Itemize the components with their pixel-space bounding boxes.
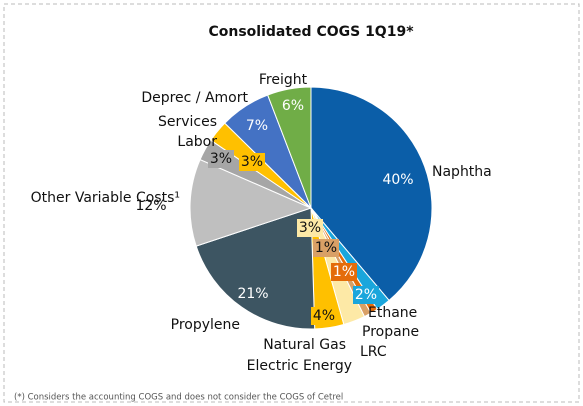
value-label-box: [331, 263, 357, 281]
category-label: Deprec / Amort: [141, 90, 248, 106]
value-label: 6%: [282, 98, 304, 114]
value-label: 2%: [355, 287, 377, 303]
value-label: 7%: [246, 118, 268, 134]
value-label: 4%: [313, 308, 335, 324]
value-label-box: [297, 219, 323, 237]
category-label: Electric Energy: [247, 358, 352, 374]
pie-slice: [189, 158, 313, 247]
value-label: 40%: [382, 172, 413, 188]
chart-title: Consolidated COGS 1Q19*: [208, 24, 414, 40]
pie-slice: [310, 86, 433, 302]
footnote: (*) Considers the accounting COGS and do…: [14, 393, 343, 403]
category-label: Naphtha: [432, 164, 492, 180]
value-label: 1%: [315, 240, 337, 256]
value-label-box: [313, 239, 339, 257]
value-label-box: [208, 150, 234, 168]
pie-slice: [267, 86, 312, 209]
value-label-box: [311, 307, 337, 325]
value-label-box: [353, 286, 379, 304]
value-label: 21%: [237, 286, 268, 302]
category-label: Ethane: [368, 305, 417, 321]
value-label: 3%: [210, 151, 232, 167]
category-label: Propane: [362, 324, 419, 340]
category-label: Labor: [177, 134, 217, 150]
category-label: Services: [158, 114, 217, 130]
pie-slice: [195, 207, 316, 330]
category-label: Freight: [259, 72, 308, 88]
category-label: Other Variable Costs¹: [31, 190, 180, 206]
value-label: 1%: [333, 264, 355, 280]
value-label: 3%: [299, 220, 321, 236]
value-label: 3%: [241, 154, 263, 170]
category-label: Propylene: [171, 317, 240, 333]
category-label: LRC: [360, 344, 387, 360]
value-label-box: [239, 153, 265, 171]
value-label: 12%: [135, 198, 166, 214]
category-label: Natural Gas: [263, 337, 346, 353]
